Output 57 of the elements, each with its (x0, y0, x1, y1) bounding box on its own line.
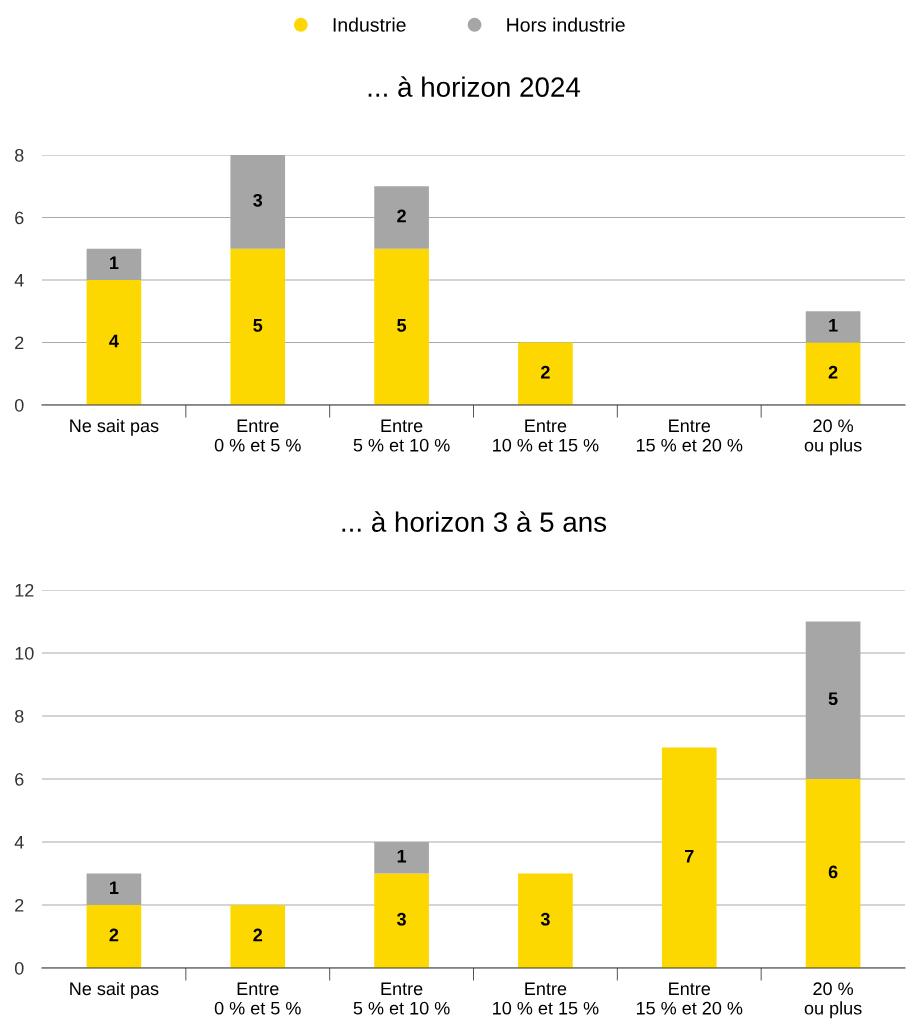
y-tick-label: 2 (15, 898, 24, 912)
data-label: 3 (396, 912, 406, 926)
bar (518, 873, 573, 968)
x-tick-label: Entre 0 % et 5 % (214, 419, 301, 452)
bar (518, 342, 573, 405)
bar (86, 905, 142, 968)
bar (374, 873, 429, 968)
data-label: 5 (828, 692, 838, 706)
y-tick-label: 8 (15, 148, 24, 162)
bar (86, 280, 142, 405)
data-label: 5 (397, 319, 407, 332)
y-tick-label: 6 (15, 772, 24, 786)
bar (374, 248, 429, 405)
y-tick-label: 0 (14, 398, 24, 412)
data-label: 2 (253, 928, 263, 942)
data-label: 2 (397, 209, 406, 223)
y-tick-label: 8 (15, 709, 24, 723)
data-label: 1 (110, 881, 119, 894)
y-tick-label: 6 (15, 211, 24, 225)
data-label: 1 (829, 319, 838, 332)
chart-title: ... à horizon 3 à 5 ans (342, 511, 607, 532)
data-label: 2 (109, 928, 119, 942)
data-label: 7 (685, 850, 694, 863)
data-label: 3 (540, 912, 550, 926)
x-tick-label: Entre 10 % et 15 % (493, 419, 599, 452)
y-tick-label: 12 (15, 583, 34, 597)
y-tick-label: 4 (14, 274, 24, 287)
legend-label: Industrie (333, 17, 406, 32)
x-tick-label: Entre 5 % et 10 % (353, 982, 450, 1015)
bar (230, 905, 286, 968)
chart-title: ... à horizon 2024 (368, 76, 581, 97)
data-label: 1 (110, 256, 119, 270)
x-tick-label: Ne sait pas (70, 418, 159, 436)
data-label: 4 (109, 334, 119, 348)
y-tick-label: 2 (15, 336, 24, 350)
x-tick-label: 20 % ou plus (804, 419, 862, 456)
x-tick-label: Ne sait pas (70, 981, 159, 999)
bar (230, 248, 286, 405)
data-label: 6 (828, 865, 838, 879)
bar (805, 342, 861, 405)
data-label: 1 (397, 850, 407, 863)
y-tick-label: 0 (14, 961, 24, 975)
x-tick-label: Entre 0 % et 5 % (214, 982, 301, 1015)
bar (661, 747, 717, 968)
x-tick-label: Entre 5 % et 10 % (353, 419, 450, 452)
data-label: 2 (828, 365, 838, 379)
x-tick-label: Entre 15 % et 20 % (636, 419, 743, 452)
y-tick-label: 10 (15, 646, 34, 660)
data-label: 2 (541, 365, 550, 379)
legend-label: Hors industrie (507, 17, 625, 32)
data-label: 5 (253, 319, 263, 332)
data-label: 3 (253, 193, 263, 207)
x-tick-label: Entre 15 % et 20 % (636, 982, 743, 1015)
x-tick-label: Entre 10 % et 15 % (493, 982, 599, 1015)
x-tick-label: 20 % ou plus (804, 982, 862, 1019)
bar (805, 779, 861, 968)
y-tick-label: 4 (14, 836, 24, 849)
